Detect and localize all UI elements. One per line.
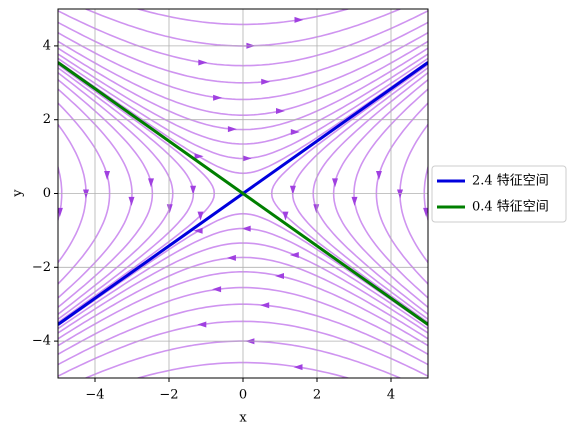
- stream-arrow: [227, 126, 237, 133]
- stream-arrow: [282, 211, 289, 221]
- legend-label: 0.4 特征空间: [472, 200, 549, 215]
- stream-arrow: [212, 286, 222, 293]
- x-tick-label: 2: [313, 388, 321, 403]
- stream-arrow: [289, 185, 296, 195]
- y-tick-label: 4: [43, 38, 51, 53]
- y-tick-label: −4: [32, 334, 51, 349]
- x-tick-label: 4: [387, 388, 395, 403]
- stream-arrow: [193, 227, 203, 234]
- stream-arrow: [197, 211, 204, 221]
- y-tick-label: 2: [43, 112, 51, 127]
- x-tick-label: −4: [85, 388, 104, 403]
- x-tick-label: 0: [239, 388, 247, 403]
- stream-arrow: [351, 196, 358, 206]
- stream-arrow: [261, 78, 271, 85]
- stream-arrow: [0, 201, 6, 210]
- stream-arrow: [376, 171, 382, 180]
- legend-box: [431, 165, 567, 223]
- stream-arrow: [241, 225, 251, 232]
- x-tick-label: −2: [159, 388, 178, 403]
- plot-frame: [57, 8, 429, 379]
- y-tick-label: −2: [32, 260, 51, 275]
- stream-arrow: [260, 302, 270, 309]
- streamline: [0, 9, 3, 378]
- stream-arrow: [289, 252, 299, 258]
- stream-arrow: [30, 182, 36, 191]
- stream-arrow: [290, 129, 300, 135]
- legend-label: 2.4 特征空间: [472, 174, 549, 189]
- stream-arrow: [58, 207, 63, 217]
- stream-arrow: [190, 185, 197, 195]
- stream-arrow: [397, 189, 403, 199]
- streamline: [58, 164, 63, 223]
- stream-arrow: [332, 178, 338, 188]
- stream-arrow: [293, 364, 303, 371]
- eigen-line: [58, 61, 428, 326]
- stream-arrow: [194, 153, 204, 160]
- x-axis-label: x: [239, 411, 247, 426]
- stream-arrow: [242, 155, 252, 162]
- y-tick-label: 0: [43, 186, 51, 201]
- stream-arrow: [198, 59, 208, 66]
- stream-arrow: [294, 16, 304, 23]
- y-axis-label: y: [11, 189, 26, 198]
- stream-arrow: [148, 178, 154, 188]
- stream-arrow: [197, 321, 207, 328]
- stream-arrow: [226, 254, 236, 261]
- stream-arrow: [213, 94, 223, 101]
- stream-arrow: [104, 171, 110, 180]
- stream-arrow: [275, 273, 284, 279]
- stream-arrow: [313, 204, 320, 214]
- stream-arrow: [423, 207, 428, 217]
- stream-arrow: [276, 108, 285, 114]
- stream-arrow: [83, 189, 89, 199]
- stream-arrow: [128, 196, 135, 206]
- stream-arrow: [166, 204, 173, 214]
